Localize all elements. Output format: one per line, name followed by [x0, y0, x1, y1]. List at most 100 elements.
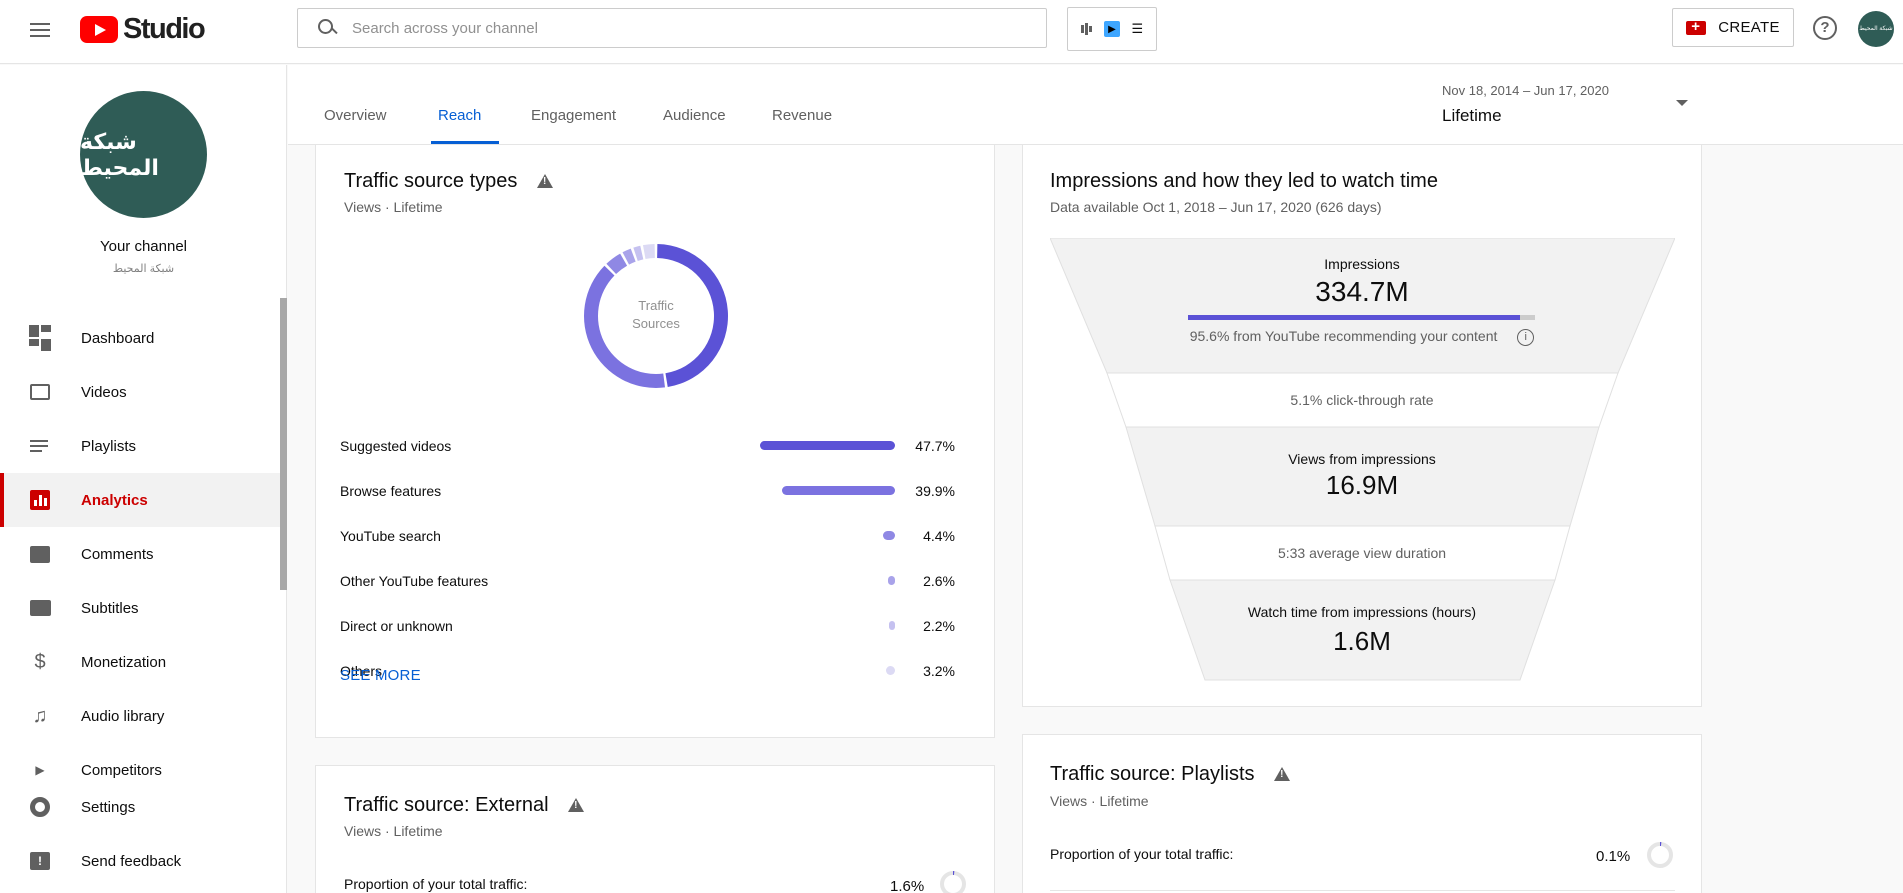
recommend-row: 95.6% from YouTube recommending your con… [1023, 328, 1701, 346]
channel-avatar[interactable]: شبكة المحيط [80, 91, 207, 218]
donut-slice[interactable] [622, 248, 636, 265]
list-menu-icon[interactable]: ☰ [1131, 21, 1144, 36]
create-button[interactable]: CREATE [1672, 8, 1794, 47]
vidiq-icon: ▶ [35, 763, 45, 777]
external-mini-donut [940, 871, 966, 893]
search-bar[interactable]: Search across your channel [297, 8, 1047, 48]
traffic-source-bar [887, 576, 895, 585]
traffic-source-row[interactable]: YouTube search 4.4% [340, 513, 955, 558]
donut-slice[interactable] [657, 244, 728, 388]
traffic-source-percent: 39.9% [915, 482, 955, 499]
sidebar-item-videos[interactable]: Videos [0, 365, 280, 419]
extensions-group: ▶ ☰ [1067, 7, 1157, 51]
sidebar-item-label: Audio library [81, 707, 165, 725]
tab-overview[interactable]: Overview [324, 107, 387, 124]
sidebar-item-label: Send feedback [81, 852, 182, 870]
recommend-progress-bar [1188, 315, 1535, 320]
menu-icon[interactable] [28, 19, 52, 43]
donut-slice[interactable] [642, 244, 655, 259]
card-title: Traffic source types [344, 170, 553, 193]
sidebar-item-monetization[interactable]: $ Monetization [0, 635, 280, 689]
impressions-title: Impressions and how they led to watch ti… [1050, 170, 1438, 192]
traffic-source-row[interactable]: Direct or unknown 2.2% [340, 603, 955, 648]
gear-icon [28, 795, 52, 819]
traffic-source-row[interactable]: Suggested videos 47.7% [340, 423, 955, 468]
sidebar-item-competitors[interactable]: ▶ Competitors [0, 743, 280, 797]
tab-reach[interactable]: Reach [438, 107, 482, 124]
warning-icon[interactable] [536, 174, 553, 188]
video-plus-icon [1686, 18, 1707, 35]
traffic-sources-donut-chart [584, 244, 728, 388]
external-subtitle: Views · Lifetime [344, 823, 443, 839]
traffic-source-row[interactable]: Others 3.2% [340, 648, 955, 693]
logo-text: Studio [123, 12, 206, 45]
sidebar-item-comments[interactable]: Comments [0, 527, 280, 581]
dollar-icon: $ [34, 650, 46, 673]
sidebar-item-audio-library[interactable]: ♫ Audio library [0, 689, 280, 743]
sidebar-item-label: Analytics [81, 491, 148, 509]
sidebar-item-dashboard[interactable]: Dashboard [0, 311, 280, 365]
sidebar-item-settings[interactable]: Settings [0, 780, 280, 834]
date-range-text[interactable]: Nov 18, 2014 – Jun 17, 2020 [1442, 83, 1609, 98]
channel-title: Your channel [99, 238, 188, 255]
card-title: Traffic source: Playlists [1050, 763, 1291, 786]
sidebar-item-send-feedback[interactable]: ! Send feedback [0, 834, 280, 888]
traffic-source-bar [760, 441, 895, 450]
ctr-text: 5.1% click-through rate [1290, 392, 1434, 408]
warning-icon[interactable] [1274, 767, 1291, 781]
traffic-source-types-card: Traffic source types Views · Lifetime Tr… [315, 117, 995, 738]
warning-icon[interactable] [568, 798, 585, 812]
tab-audience[interactable]: Audience [663, 107, 726, 124]
sidebar-item-label: Playlists [81, 437, 137, 455]
channel-name: شبكة المحيط [112, 263, 175, 275]
info-icon[interactable]: i [1517, 328, 1535, 346]
traffic-source-bar [882, 531, 895, 540]
active-tab-indicator [431, 141, 499, 144]
bar-chart-extension-icon[interactable] [1078, 21, 1095, 37]
donut-slice[interactable] [584, 265, 665, 388]
recommend-progress-fill [1188, 315, 1520, 320]
views-value: 16.9M [1325, 470, 1399, 500]
sidebar-item-label: Monetization [81, 653, 167, 671]
traffic-source-percent: 2.6% [923, 572, 955, 589]
search-input[interactable]: Search across your channel [352, 19, 538, 37]
impressions-subtitle: Data available Oct 1, 2018 – Jun 17, 202… [1050, 199, 1382, 215]
sidebar-bottom: Settings ! Send feedback [0, 780, 280, 888]
external-proportion-value: 1.6% [890, 878, 925, 893]
playlists-proportion-value: 0.1% [1596, 848, 1631, 865]
sidebar-scrollbar[interactable] [280, 298, 287, 590]
sidebar-item-subtitles[interactable]: Subtitles [0, 581, 280, 635]
sidebar-nav: Dashboard Videos Playlists Analytics Com… [0, 311, 280, 797]
impressions-label: Impressions [1324, 256, 1400, 272]
donut-slice[interactable] [606, 253, 628, 274]
sidebar-item-label: Videos [81, 383, 127, 401]
audio-library-icon: ♫ [32, 704, 48, 727]
vidiq-extension-icon[interactable]: ▶ [1103, 21, 1120, 37]
tab-revenue[interactable]: Revenue [772, 107, 833, 124]
traffic-source-bar [782, 486, 895, 495]
sidebar-item-playlists[interactable]: Playlists [0, 419, 280, 473]
date-range-selector[interactable]: Lifetime [1442, 106, 1502, 125]
traffic-source-row[interactable]: Browse features 39.9% [340, 468, 955, 513]
sidebar-item-analytics[interactable]: Analytics [0, 473, 280, 527]
see-more-button[interactable]: SEE MORE [340, 667, 421, 684]
create-label: CREATE [1718, 19, 1780, 36]
subtitles-icon [28, 596, 52, 620]
account-avatar[interactable]: شبكة المحيط [1858, 11, 1894, 47]
traffic-source-bar-track [690, 441, 895, 450]
traffic-source-label: Suggested videos [340, 437, 452, 454]
traffic-playlists-card: Traffic source: Playlists Views · Lifeti… [1022, 734, 1702, 893]
chevron-down-icon[interactable] [1676, 100, 1688, 106]
traffic-source-row[interactable]: Other YouTube features 2.6% [340, 558, 955, 603]
videos-icon [28, 380, 52, 404]
traffic-source-bar-track [690, 621, 895, 630]
search-icon[interactable] [316, 17, 338, 39]
sidebar-item-label: Competitors [81, 761, 162, 779]
youtube-studio-logo[interactable]: Studio [80, 12, 206, 45]
traffic-source-label: YouTube search [340, 527, 441, 544]
tab-engagement[interactable]: Engagement [531, 107, 617, 124]
traffic-source-bar [888, 621, 895, 630]
traffic-source-label: Other YouTube features [340, 572, 489, 589]
help-icon[interactable]: ? [1813, 16, 1837, 40]
donut-slice[interactable] [633, 245, 644, 261]
